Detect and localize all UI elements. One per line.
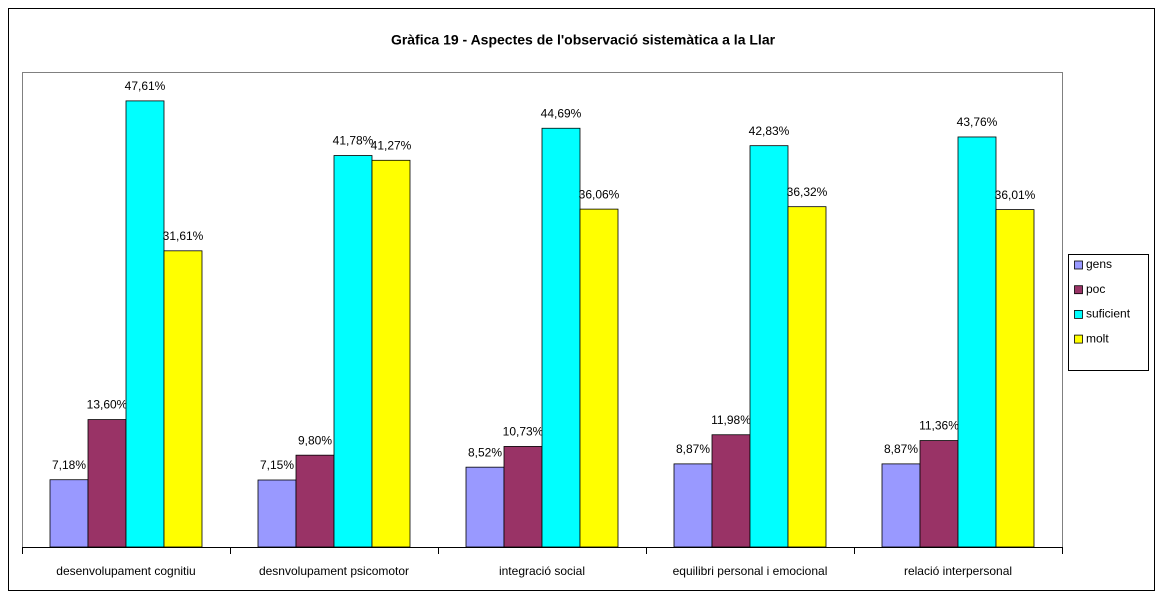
bar: [957, 136, 997, 548]
legend-swatch: [1074, 260, 1083, 270]
value-label: 7,15%: [260, 458, 294, 472]
value-label: 44,69%: [541, 106, 582, 120]
legend-swatch: [1074, 285, 1083, 295]
bar: [881, 463, 921, 548]
legend-label: poc: [1086, 282, 1105, 296]
bar: [673, 463, 713, 548]
legend-label: gens: [1086, 257, 1112, 271]
value-label: 31,61%: [163, 229, 204, 243]
value-label: 9,80%: [298, 433, 332, 447]
legend-swatch: [1074, 309, 1083, 319]
bar: [787, 206, 827, 548]
bar: [125, 100, 165, 548]
value-label: 10,73%: [503, 425, 544, 439]
bar: [749, 145, 789, 548]
value-label: 47,61%: [125, 79, 166, 93]
x-tick-label: desnvolupament psicomotor: [259, 564, 409, 578]
value-label: 8,52%: [468, 445, 502, 459]
bar: [257, 479, 297, 548]
value-label: 43,76%: [957, 115, 998, 129]
bar: [371, 159, 411, 548]
bar: [295, 454, 335, 548]
bar: [333, 155, 373, 548]
bar: [465, 466, 505, 548]
legend-swatch: [1074, 334, 1083, 344]
value-label: 42,83%: [749, 124, 790, 138]
value-label: 36,01%: [995, 188, 1036, 202]
x-tick-label: equilibri personal i emocional: [673, 564, 828, 578]
value-label: 41,27%: [371, 138, 412, 152]
bar: [163, 250, 203, 548]
bar: [919, 440, 959, 548]
value-label: 11,98%: [711, 413, 751, 427]
value-label: 8,87%: [676, 442, 710, 456]
value-label: 11,36%: [919, 419, 959, 433]
value-label: 36,06%: [579, 187, 620, 201]
bar: [579, 208, 619, 548]
bar: [503, 446, 543, 548]
chart-title: Gràfica 19 - Aspectes de l'observació si…: [391, 32, 776, 48]
value-label: 36,32%: [787, 185, 828, 199]
x-tick-label: relació interpersonal: [904, 564, 1012, 578]
bar: [49, 479, 89, 548]
x-tick-label: desenvolupament cognitiu: [56, 564, 195, 578]
bar: [711, 434, 751, 548]
bar: [541, 127, 581, 548]
legend-label: suficient: [1086, 307, 1131, 321]
value-label: 41,78%: [333, 134, 374, 148]
bar: [995, 209, 1035, 548]
bar: [87, 419, 127, 548]
legend-label: molt: [1086, 331, 1109, 345]
value-label: 13,60%: [87, 398, 128, 412]
x-tick-label: integració social: [499, 564, 585, 578]
value-label: 8,87%: [884, 442, 918, 456]
value-label: 7,18%: [52, 458, 86, 472]
